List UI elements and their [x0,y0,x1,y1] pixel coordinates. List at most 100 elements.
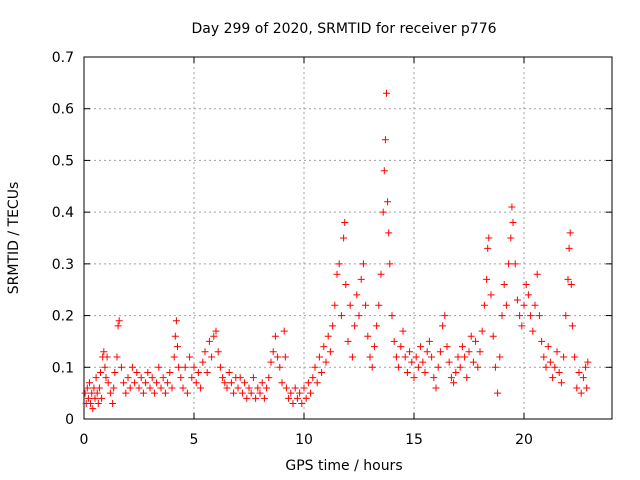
data-point [144,368,152,376]
data-point [161,389,169,397]
data-point [454,353,462,361]
data-point [309,374,317,382]
data-point [565,244,573,252]
data-point [157,384,165,392]
data-point [575,368,583,376]
data-point [359,260,367,268]
data-point [381,136,389,144]
data-point [302,394,310,402]
data-point [571,353,579,361]
data-point [410,374,418,382]
data-point [386,260,394,268]
data-point [557,379,565,387]
data-point [452,368,460,376]
data-point [480,301,488,309]
data-point [441,312,449,320]
data-point [252,394,260,402]
data-point [281,353,289,361]
data-point [133,368,141,376]
data-point [181,363,189,371]
data-point [311,363,319,371]
data-point [110,384,118,392]
data-point [128,363,136,371]
data-point [463,374,471,382]
data-point [86,379,93,387]
data-point [171,332,179,340]
data-point [388,312,396,320]
data-point [307,389,315,397]
data-point [555,368,563,376]
x-axis-label: GPS time / hours [285,458,402,474]
data-point [234,384,242,392]
data-point [126,384,134,392]
data-point [243,394,251,402]
data-point [174,343,181,351]
data-point [584,358,592,366]
data-point [355,312,363,320]
data-point [95,384,103,392]
data-point [478,327,486,335]
data-point [531,301,539,309]
data-point [340,234,348,242]
axis-ticks: 0 0.1 0.2 0.3 0.4 0.5 0.6 0.7 0 5 10 15 20 [52,50,612,448]
data-point [322,358,330,366]
data-point [285,394,293,402]
data-point [265,374,273,382]
data-point [577,389,585,397]
data-point [341,218,349,226]
data-point [538,337,546,345]
data-point [335,260,343,268]
data-point [472,337,480,345]
data-point [385,229,393,237]
data-point [368,363,376,371]
data-point [425,337,433,345]
x-tick-label: 20 [515,432,533,448]
x-tick-label: 15 [405,432,423,448]
data-point [313,379,321,387]
data-point [465,348,473,356]
data-point [190,363,198,371]
data-point [417,343,425,351]
data-point [293,394,301,402]
data-point [566,229,574,237]
data-point [166,368,174,376]
data-point [214,348,222,356]
data-point [263,384,271,392]
data-point [527,312,535,320]
data-point [106,389,114,397]
data-point [89,405,97,413]
data-point [192,379,200,387]
data-point [540,353,548,361]
data-point [395,363,403,371]
data-point [172,317,180,325]
data-point [579,374,587,382]
data-point [366,353,374,361]
data-point [401,353,409,361]
y-tick-label: 0.7 [52,50,74,66]
data-point [406,348,414,356]
data-point [318,368,326,376]
data-point [333,270,341,278]
data-point [188,374,196,382]
data-point [564,275,572,283]
data-point [236,374,244,382]
data-point [447,374,455,382]
data-point [148,374,156,382]
data-point [139,389,147,397]
data-point [346,301,354,309]
data-point [329,322,337,330]
data-point [245,384,253,392]
data-point [258,379,266,387]
data-point [337,312,345,320]
data-point [351,322,359,330]
x-tick-label: 10 [295,432,313,448]
data-point [505,260,513,268]
data-point [177,374,185,382]
data-point [412,353,420,361]
data-point [135,384,143,392]
data-point [111,368,119,376]
data-point [513,296,521,304]
data-point [159,374,167,382]
